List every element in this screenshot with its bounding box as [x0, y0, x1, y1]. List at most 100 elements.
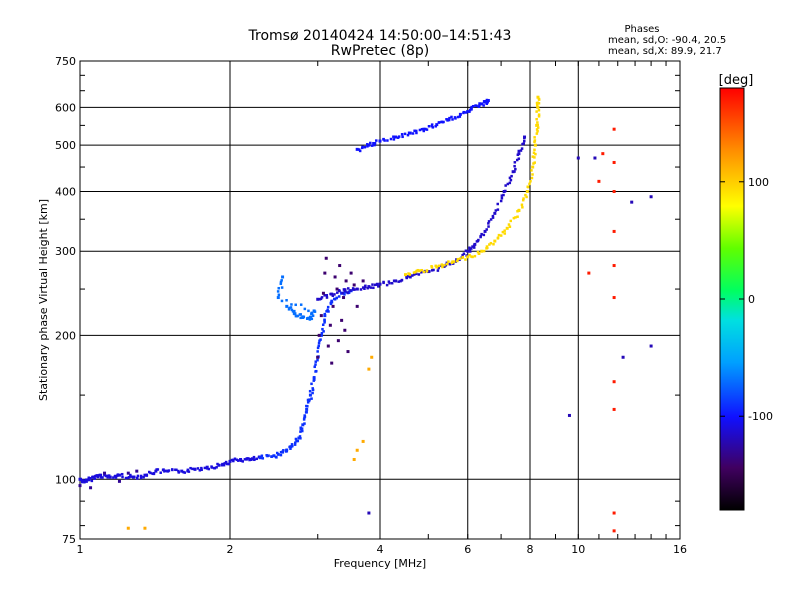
data-point [377, 285, 380, 288]
data-point [420, 268, 424, 272]
colorbar-label: [deg] [719, 73, 754, 88]
x-tick-label: 1 [77, 543, 84, 556]
data-point [533, 148, 536, 152]
data-point [230, 458, 234, 462]
data-point [400, 133, 404, 136]
data-point [440, 120, 443, 124]
data-point [480, 232, 483, 236]
data-point [482, 104, 485, 107]
data-point [193, 468, 197, 471]
data-point [422, 129, 426, 133]
data-point [319, 333, 323, 337]
data-point [260, 454, 264, 458]
colorbar-ticks: 100 0 -100 [720, 176, 773, 423]
data-point [435, 265, 439, 269]
data-point [363, 285, 367, 289]
data-point [311, 387, 314, 390]
data-point [326, 305, 330, 309]
data-point [323, 318, 326, 322]
data-point [612, 296, 616, 300]
data-point [237, 459, 240, 462]
data-point [289, 306, 293, 309]
data-point [522, 197, 525, 200]
data-point [276, 290, 280, 293]
data-point [101, 476, 104, 479]
data-point [99, 476, 103, 479]
data-point [486, 101, 489, 104]
chart-title: Tromsø 20140424 14:50:00–14:51:43 [248, 28, 512, 44]
data-point [520, 147, 524, 150]
data-point [139, 476, 143, 480]
data-point [222, 463, 226, 467]
data-point [403, 273, 407, 277]
data-point [357, 148, 361, 151]
data-point [466, 255, 470, 259]
data-point [291, 444, 294, 448]
data-point [491, 216, 495, 219]
data-point [252, 455, 256, 459]
data-point [331, 304, 335, 308]
data-point [476, 239, 480, 243]
data-point [537, 115, 541, 118]
data-point [537, 98, 541, 101]
data-point [480, 102, 484, 106]
data-point [313, 378, 316, 381]
data-point [79, 477, 82, 481]
data-point [533, 156, 536, 159]
x-tick-label: 4 [377, 543, 384, 556]
data-point [133, 475, 136, 479]
data-point [482, 249, 486, 253]
data-point [299, 430, 302, 433]
data-point [299, 437, 302, 440]
data-point [504, 189, 507, 193]
phases-o-stats: mean, sd,O: -90.4, 20.5 [608, 35, 726, 46]
data-point [277, 286, 281, 290]
data-point [302, 315, 306, 319]
data-point [533, 139, 537, 142]
data-point [447, 260, 450, 263]
data-point [491, 214, 495, 218]
data-point [154, 469, 158, 473]
data-point [116, 473, 120, 476]
data-point [521, 198, 525, 202]
data-point [407, 272, 410, 275]
data-point [363, 287, 366, 290]
data-point [525, 195, 528, 199]
y-tick-label: 400 [55, 185, 76, 198]
data-point [241, 460, 244, 463]
data-point [130, 475, 133, 478]
data-point [520, 203, 524, 207]
data-point [200, 468, 203, 472]
data-point [372, 286, 375, 290]
data-point [430, 269, 434, 272]
data-point [227, 462, 231, 466]
data-point [367, 511, 371, 515]
data-point [114, 476, 118, 479]
data-point [120, 472, 124, 476]
data-point [349, 289, 352, 292]
data-point [294, 303, 297, 307]
data-point [487, 220, 491, 223]
data-point [436, 269, 440, 272]
data-point [87, 476, 91, 479]
data-point [360, 146, 364, 150]
data-point [328, 323, 332, 327]
data-point [117, 473, 121, 477]
data-point [323, 314, 327, 318]
data-point [356, 288, 359, 291]
data-point [251, 458, 255, 461]
data-point [352, 283, 356, 287]
data-point [293, 309, 296, 313]
data-point [232, 459, 235, 463]
data-point [189, 466, 192, 470]
data-point [267, 454, 270, 457]
data-point [612, 229, 616, 233]
data-point [314, 360, 318, 363]
data-point [163, 469, 167, 473]
data-point [355, 448, 359, 452]
data-point [320, 331, 324, 335]
data-point [468, 110, 471, 113]
data-point [94, 474, 97, 478]
data-point [291, 310, 295, 313]
x-axis-label: Frequency [MHz] [334, 557, 426, 570]
